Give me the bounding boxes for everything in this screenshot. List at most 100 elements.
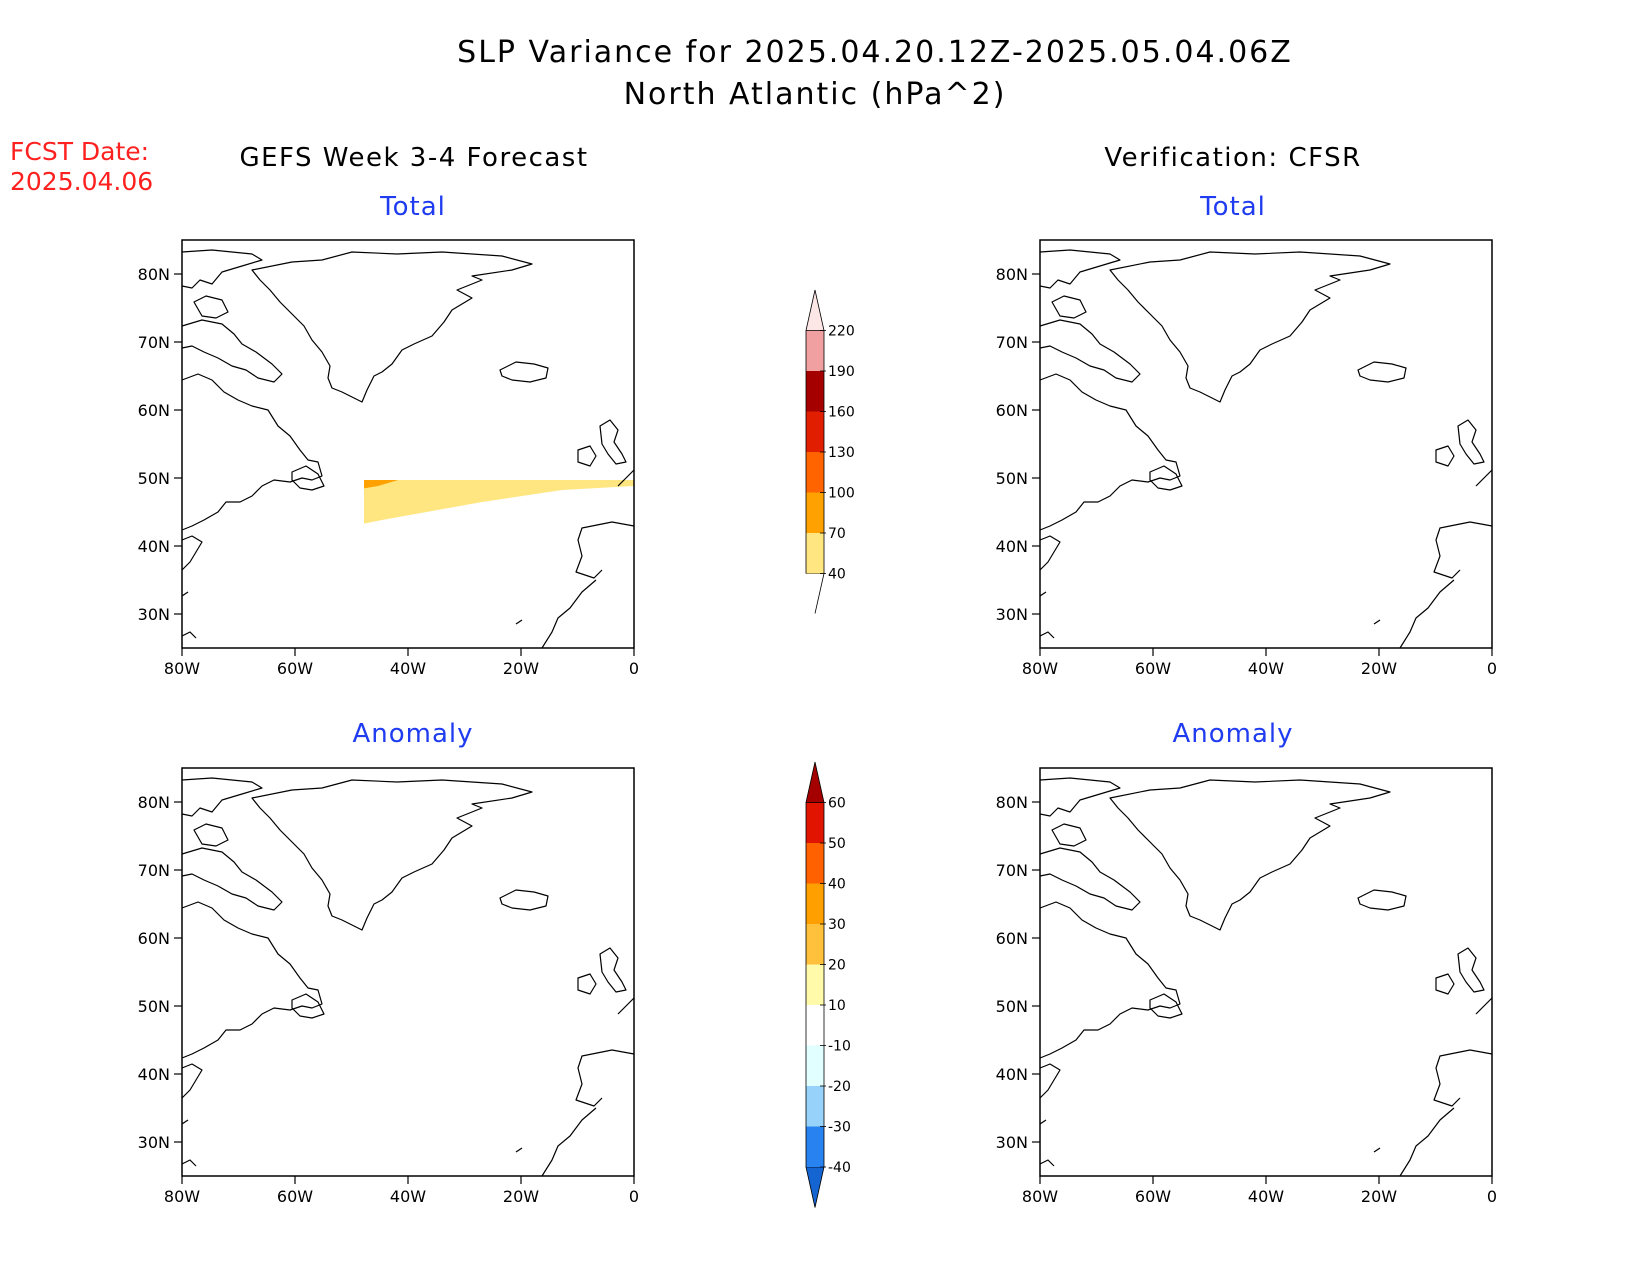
lon-tick-label: 60W	[277, 1187, 313, 1206]
colorbar-label: 130	[828, 445, 855, 461]
lon-tick-label: 0	[1487, 659, 1497, 678]
lon-tick-label: 40W	[1248, 659, 1284, 678]
lat-tick-label: 70N	[996, 861, 1028, 880]
colorbar-bottom-arrow	[806, 573, 825, 614]
contour-plus60	[1188, 998, 1202, 1010]
colorbar-label: 20	[828, 958, 846, 974]
colorbar-anomaly: -40 -30 -20 -10 10 20 30 40 50 60	[805, 761, 851, 1208]
contour-plus50	[1040, 1000, 1064, 1016]
contour-plus30	[1040, 974, 1248, 1038]
lon-tick-label: 20W	[1361, 659, 1397, 678]
contour-minus40	[1326, 960, 1480, 1020]
panel-cfsr-anomaly	[1039, 767, 1493, 1177]
contour-minus10	[182, 1038, 198, 1078]
contour-40	[1040, 264, 1492, 550]
contour-40	[1420, 240, 1492, 254]
contour-100	[1130, 378, 1176, 408]
contour-plus10	[1040, 948, 1280, 1068]
panel-cfsr-total	[1039, 239, 1493, 649]
colorbar-label: -40	[828, 1160, 851, 1176]
colorbar-label: -20	[828, 1079, 851, 1095]
lat-tick-label: 80N	[138, 793, 170, 812]
contour-100	[1096, 410, 1130, 432]
contour-minus20	[1276, 914, 1492, 1072]
contour-minus10	[358, 864, 378, 876]
panel-gefs-total	[181, 239, 635, 649]
contour-plus10	[438, 832, 452, 838]
colorbar-segment	[806, 533, 824, 574]
contour-plus10	[1390, 1070, 1398, 1080]
colorbar-label: 40	[828, 877, 846, 893]
colorbar-segment	[806, 330, 824, 371]
contour-plus20	[1090, 878, 1158, 910]
colorbar-label: 160	[828, 405, 855, 421]
contour-70	[1250, 384, 1344, 426]
lat-tick-label: 30N	[138, 605, 170, 624]
lat-tick-label: 30N	[996, 1133, 1028, 1152]
contour-plus40	[1040, 992, 1090, 1020]
panel-d-subtitle: Anomaly	[1172, 719, 1293, 749]
lon-tick-label: 40W	[390, 1187, 426, 1206]
lon-tick-label: 0	[629, 659, 639, 678]
lon-tick-label: 80W	[1022, 659, 1058, 678]
colorbar-top-arrow	[805, 761, 825, 803]
fcst-date-label: FCST Date:	[10, 137, 149, 166]
lat-tick-label: 40N	[138, 537, 170, 556]
panel-c-subtitle: Anomaly	[352, 719, 473, 749]
contour-minus30	[1290, 944, 1492, 1040]
contour-plus10	[1440, 768, 1492, 778]
colorbar-segment	[806, 492, 824, 533]
colorbar-segment	[806, 371, 824, 412]
contour-plus10	[1176, 814, 1260, 848]
contour-minus30	[1266, 876, 1290, 890]
contour-40	[364, 480, 634, 524]
colorbar-segment	[806, 802, 824, 843]
lon-tick-label: 0	[629, 1187, 639, 1206]
lat-tick-label: 80N	[996, 265, 1028, 284]
contour-minus40	[1090, 864, 1110, 882]
colorbar-segment	[806, 1045, 824, 1086]
lon-tick-label: 80W	[164, 1187, 200, 1206]
lat-tick-label: 60N	[996, 401, 1028, 420]
colorbar-label: -10	[828, 1039, 851, 1055]
colorbar-segment	[806, 411, 824, 452]
contour-70	[316, 276, 478, 380]
title-line-2: North Atlantic (hPa^2)	[624, 77, 1007, 112]
colorbar-label: 190	[828, 364, 855, 380]
lat-tick-label: 60N	[996, 929, 1028, 948]
contour-130	[1178, 470, 1212, 494]
panel-b-subtitle: Total	[1199, 192, 1266, 222]
contour-minus20	[1160, 864, 1340, 968]
contour-plus40	[1136, 886, 1148, 894]
lon-tick-label: 80W	[1022, 1187, 1058, 1206]
colorbar-label: 100	[828, 486, 855, 502]
colorbar-segment	[806, 843, 824, 884]
contour-plus20	[1254, 882, 1302, 906]
lat-tick-label: 60N	[138, 401, 170, 420]
contour-plus30	[1262, 886, 1296, 902]
contour-plus10	[1392, 1100, 1398, 1106]
lat-tick-label: 70N	[138, 333, 170, 352]
colorbar-segment	[806, 924, 824, 965]
axis-labels: 80N 70N 60N 50N 40N 30N 80W 60W 40W 20W 0 80N 70N 60N…	[138, 265, 1497, 1206]
contour-plus10	[228, 942, 274, 978]
panel-gefs-anomaly	[181, 767, 635, 1177]
lon-tick-label: 80W	[164, 659, 200, 678]
contour-plus30	[1126, 880, 1154, 898]
lat-tick-label: 80N	[996, 793, 1028, 812]
contour-minus10	[242, 880, 512, 1094]
lat-tick-label: 50N	[996, 997, 1028, 1016]
lon-tick-label: 20W	[503, 1187, 539, 1206]
colorbar-total: 40 70 100 130 160 190 220	[805, 289, 855, 614]
contour-plus10	[1080, 866, 1164, 918]
contour-minus10	[1040, 768, 1492, 1128]
lon-tick-label: 40W	[390, 659, 426, 678]
lat-tick-label: 70N	[996, 333, 1028, 352]
contour-minus20	[1040, 820, 1152, 908]
contour-minus30	[1070, 852, 1120, 890]
lon-tick-label: 20W	[1361, 1187, 1397, 1206]
panel-a-subtitle: Total	[379, 192, 446, 222]
contour-70	[426, 360, 606, 422]
column-title-right: Verification: CFSR	[1104, 143, 1361, 173]
